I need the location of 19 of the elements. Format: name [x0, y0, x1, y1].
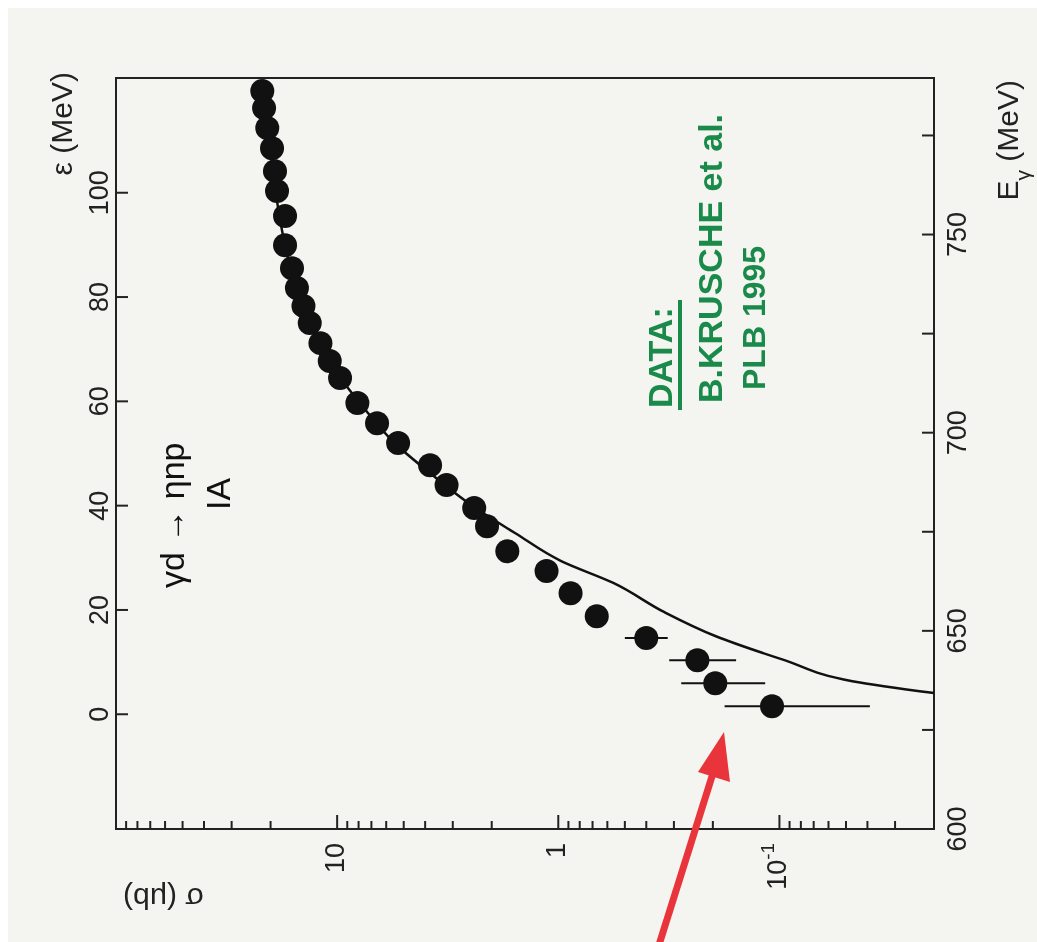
y-tick-label: 40 — [84, 490, 114, 521]
y-axis-title: ε (MeV) — [45, 72, 78, 176]
annotation: IA — [199, 477, 237, 510]
y-tick-label: 100 — [84, 170, 114, 216]
y-tick-label: 80 — [84, 282, 114, 313]
x-tick-label: 1 — [541, 843, 572, 859]
x-tick-label: 10 — [320, 843, 351, 874]
y-tick-label: 60 — [84, 386, 114, 417]
y2-tick-label: 650 — [942, 608, 972, 654]
y2-tick-label: 750 — [942, 212, 972, 258]
annotation: DATA: — [641, 307, 679, 408]
x-axis-title: σ (μb) — [123, 882, 204, 915]
y2-tick-label: 600 — [942, 806, 972, 852]
y-tick-label: 0 — [84, 706, 114, 722]
annotation: γd → ηnp — [153, 442, 191, 588]
annotation: B.KRUSCHE et al. — [691, 113, 729, 403]
y-tick-label: 20 — [84, 594, 114, 625]
annotation: PLB 1995 — [736, 245, 772, 390]
y2-tick-label: 700 — [942, 410, 972, 456]
